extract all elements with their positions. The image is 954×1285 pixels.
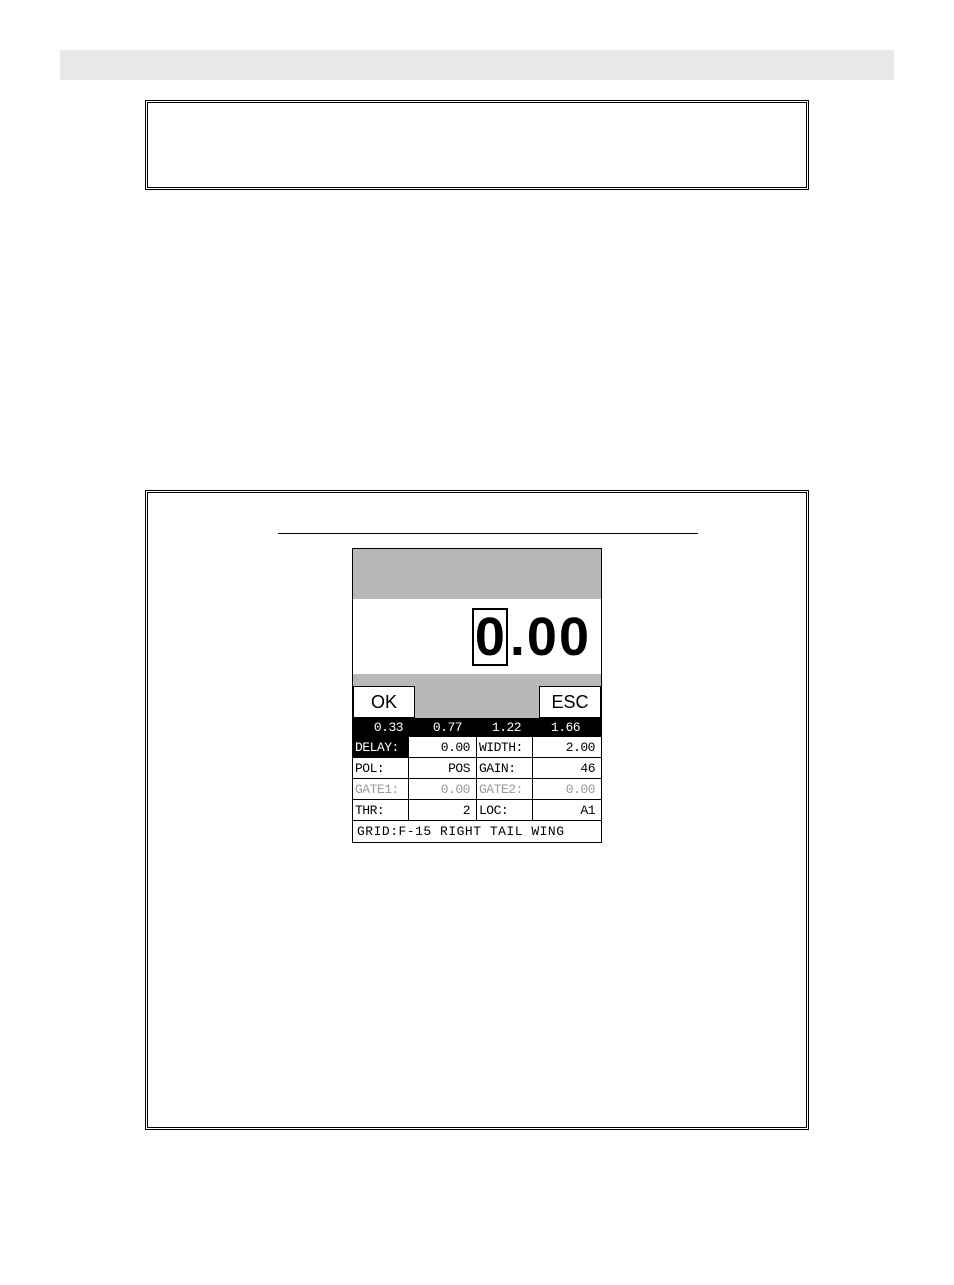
pol-label[interactable]: POL: [353,758,409,778]
esc-button[interactable]: ESC [539,686,601,718]
main-content-box: 0 . 0 0 OK ESC 0.33 0.77 1.22 1.66 DELAY… [145,490,809,1130]
digit-selected[interactable]: 0 [472,608,508,666]
note-box [145,100,809,190]
row-gate1-gate2: GATE1: 0.00 GATE2: 0.00 [353,778,601,799]
gain-label[interactable]: GAIN: [477,758,533,778]
scale-v4: 1.66 [551,720,580,735]
thr-label[interactable]: THR: [353,800,409,820]
thr-value: 2 [409,800,477,820]
lcd-top-bar [353,549,601,599]
scale-row: 0.33 0.77 1.22 1.66 [353,718,601,736]
row-pol-gain: POL: POS GAIN: 46 [353,757,601,778]
scale-v2: 0.77 [433,720,462,735]
title-underline [278,533,698,534]
button-spacer [415,686,539,718]
decimal-point: . [510,610,525,664]
scale-v1: 0.33 [374,720,403,735]
page-header-bar [60,50,894,80]
gate1-label: GATE1: [353,779,409,799]
loc-value: A1 [533,800,601,820]
pol-value: POS [409,758,477,778]
gate2-value: 0.00 [533,779,601,799]
row-thr-loc: THR: 2 LOC: A1 [353,799,601,820]
grid-footer: GRID:F-15 RIGHT TAIL WING [353,820,601,842]
lcd-mid-bar [353,674,601,686]
digit-2[interactable]: 0 [527,610,557,664]
row-delay-width: DELAY: 0.00 WIDTH: 2.00 [353,736,601,757]
lcd-screen: 0 . 0 0 OK ESC 0.33 0.77 1.22 1.66 DELAY… [352,548,602,843]
width-value: 2.00 [533,737,601,757]
lcd-value-display: 0 . 0 0 [353,599,601,674]
gate2-label: GATE2: [477,779,533,799]
loc-label[interactable]: LOC: [477,800,533,820]
scale-v3: 1.22 [492,720,521,735]
gate1-value: 0.00 [409,779,477,799]
width-label[interactable]: WIDTH: [477,737,533,757]
lcd-button-row: OK ESC [353,686,601,718]
ok-button[interactable]: OK [353,686,415,718]
delay-label[interactable]: DELAY: [353,737,409,757]
digit-3[interactable]: 0 [559,610,589,664]
delay-value: 0.00 [409,737,477,757]
gain-value: 46 [533,758,601,778]
